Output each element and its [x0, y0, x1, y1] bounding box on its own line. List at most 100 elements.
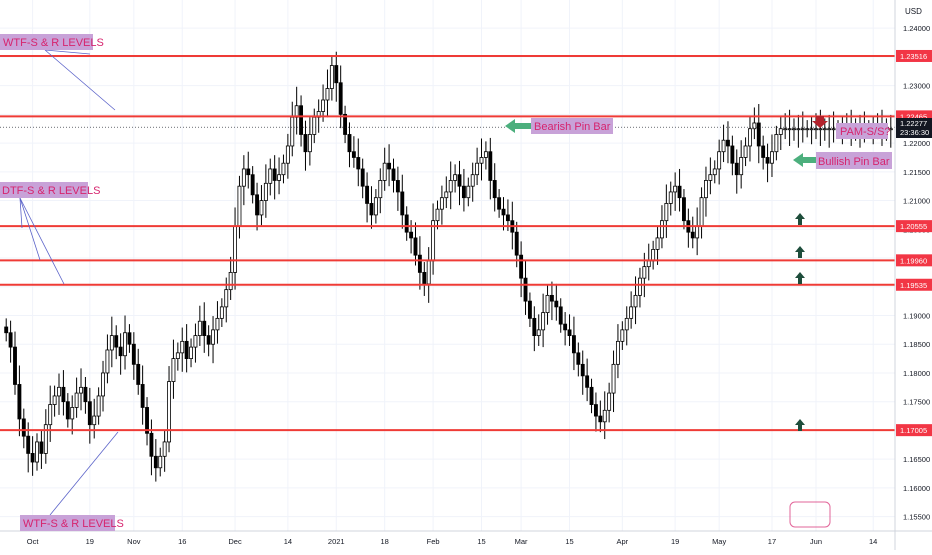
bullish-pin-bar-label: Bullish Pin Bar [818, 156, 890, 168]
candle-bear [153, 455, 158, 469]
candle-bear [30, 453, 35, 463]
candle-bull [162, 441, 167, 457]
candle-bear [765, 157, 770, 164]
current-price-label: 1.22277 23:36:30 [896, 118, 932, 138]
candle-bear [365, 185, 370, 204]
wtf-bottom-label-bg [20, 515, 115, 531]
candle-bear [356, 157, 361, 170]
candle-bull [35, 441, 39, 463]
candle-bear [571, 335, 576, 354]
price-tick-label: 1.18500 [903, 340, 930, 349]
candle-bear [413, 237, 418, 256]
wtf-bottom-label: WTF-S & R LEVELS [23, 518, 124, 530]
time-tick-label: 15 [477, 537, 485, 546]
bearish-label-bg [531, 118, 613, 134]
candle-bull [193, 335, 198, 348]
candle-bull [444, 191, 449, 199]
candle-bull [70, 407, 75, 420]
price-tick-label: 1.24000 [903, 24, 930, 33]
pointer-line [19, 197, 23, 229]
pointer-line [44, 49, 91, 55]
level-label-bg [896, 254, 932, 267]
candle-bear [554, 300, 559, 308]
candle-bull [831, 128, 836, 131]
candle-bear [65, 401, 70, 420]
level-label-text: 1.19535 [900, 281, 927, 290]
logo-mark [789, 501, 831, 528]
up-arrow [795, 419, 805, 431]
time-tick-label: Dec [228, 537, 242, 546]
time-tick-label: 14 [869, 537, 877, 546]
candle-bear [505, 214, 510, 222]
candle-bull [321, 99, 326, 112]
candle-bear [461, 185, 466, 199]
candle-bear [761, 145, 766, 158]
up-arrow [795, 246, 805, 258]
candle-bear [576, 352, 581, 365]
candle-bear [593, 404, 598, 417]
candle-bear [118, 346, 123, 357]
candle-bear [404, 214, 409, 233]
pointer-line [19, 197, 65, 285]
candle-bear [457, 174, 462, 187]
candle-bull [215, 317, 220, 331]
pointer-line [44, 49, 116, 111]
candle-bull [655, 237, 660, 250]
candle-bear [589, 386, 594, 405]
candle-bull [325, 88, 330, 101]
candle-bull [426, 260, 431, 285]
candle-bull [435, 208, 440, 222]
price-tick-label: 1.15500 [903, 513, 930, 522]
candle-bull [743, 145, 748, 158]
candle-bull [475, 162, 480, 176]
candle-bull [607, 392, 612, 411]
candle-bull [307, 134, 312, 153]
candle-bull [805, 128, 810, 131]
candle-bear [131, 343, 136, 365]
candle-bear [532, 317, 537, 337]
candle-bull [180, 340, 185, 354]
candle-bear [334, 65, 339, 84]
time-tick-label: 2021 [328, 537, 345, 546]
candle-bull [285, 145, 290, 164]
countdown-value: 23:36:30 [900, 128, 929, 137]
pam-label-bg [836, 123, 888, 139]
candle-bull [483, 151, 488, 158]
candle-bull [664, 203, 669, 222]
annotation-arrows [19, 49, 828, 516]
up-arrow [795, 272, 805, 284]
candle-bull [673, 185, 678, 193]
candle-bull [827, 128, 832, 131]
candle-bull [466, 185, 471, 199]
candle-bull [620, 329, 625, 342]
candle-bull [646, 260, 651, 268]
watermark-icon [789, 501, 831, 528]
candle-bull [171, 358, 176, 382]
candle-bear [87, 401, 92, 426]
level-label-bg [896, 424, 932, 437]
candle-bull [739, 157, 744, 176]
candle-bear [360, 168, 365, 187]
candle-bear [756, 122, 761, 147]
candle-bull [277, 174, 282, 181]
candle-bear [202, 320, 207, 337]
price-tick-label: 1.18000 [903, 369, 930, 378]
time-tick-label: 16 [178, 537, 186, 546]
price-tick-label: 1.21500 [903, 168, 930, 177]
time-tick-label: Jun [810, 537, 822, 546]
candle-bull [123, 332, 127, 357]
candle-bear [136, 363, 141, 385]
candle-bull [109, 335, 114, 351]
candle-bear [250, 174, 255, 196]
price-tick-label: 1.17500 [903, 398, 930, 407]
candle-bear [13, 346, 17, 385]
candle-bull [101, 372, 105, 397]
candle-bear [523, 277, 528, 302]
candle-bull [611, 363, 616, 394]
level-label-text: 1.22465 [900, 112, 927, 121]
candle-bear [563, 323, 568, 331]
candle-bull [57, 386, 61, 397]
